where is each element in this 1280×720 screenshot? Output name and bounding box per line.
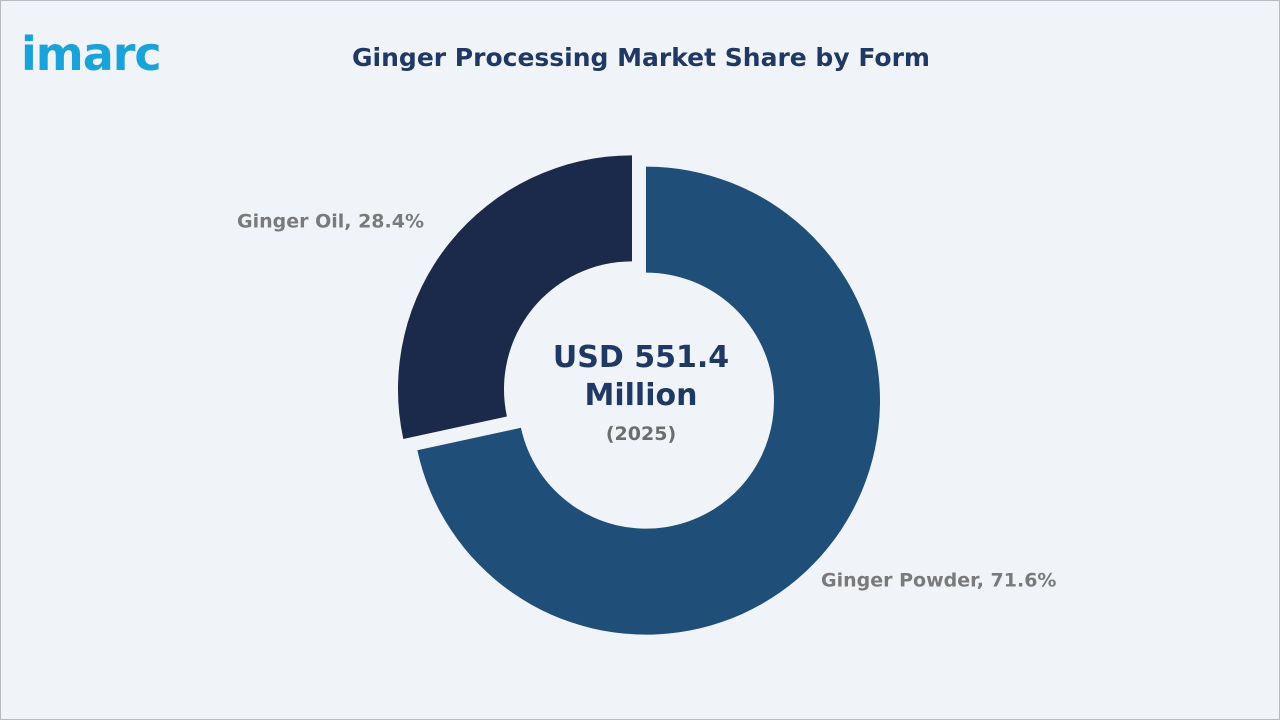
center-label: USD 551.4 Million (2025)	[541, 339, 741, 445]
chart-title: Ginger Processing Market Share by Form	[352, 43, 930, 72]
center-year: (2025)	[605, 423, 677, 445]
donut-slice	[397, 155, 632, 439]
data-label: Ginger Oil, 28.4%	[237, 211, 424, 233]
donut-slice	[417, 166, 881, 635]
center-value: USD 551.4 Million	[552, 340, 730, 413]
logo: imarc	[21, 27, 162, 81]
data-label: Ginger Powder, 71.6%	[821, 570, 1056, 592]
